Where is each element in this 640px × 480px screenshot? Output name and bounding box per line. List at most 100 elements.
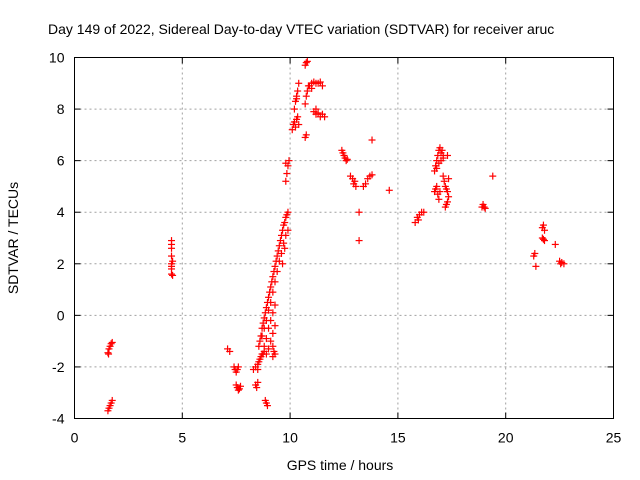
x-tick-label: 5	[178, 430, 186, 446]
data-point	[269, 342, 277, 350]
data-point	[355, 237, 363, 245]
data-point	[169, 271, 177, 279]
data-point	[283, 170, 291, 178]
y-tick-label: 2	[57, 256, 65, 272]
data-point	[481, 204, 489, 212]
data-point	[273, 268, 281, 276]
data-point	[414, 216, 422, 224]
data-point	[362, 180, 370, 188]
data-point	[282, 177, 290, 185]
data-point	[489, 172, 497, 180]
data-point	[281, 244, 289, 252]
data-point	[539, 235, 547, 243]
data-point	[308, 84, 316, 92]
data-point	[443, 198, 451, 206]
data-point	[282, 159, 290, 167]
x-tick-label: 10	[282, 430, 298, 446]
data-point	[271, 322, 279, 330]
data-point	[420, 208, 428, 216]
data-point	[271, 301, 279, 309]
data-point	[267, 337, 275, 345]
data-point	[277, 249, 285, 257]
y-tick-label: 8	[57, 101, 65, 117]
data-point	[439, 154, 447, 162]
y-tick-label: 0	[57, 307, 65, 323]
data-point	[531, 249, 539, 257]
data-point	[253, 384, 261, 392]
data-point	[343, 155, 351, 163]
data-point	[256, 337, 264, 345]
data-point	[433, 182, 441, 190]
data-point	[258, 332, 266, 340]
data-point	[108, 338, 116, 346]
data-point	[263, 402, 271, 410]
x-tick-label: 20	[498, 430, 514, 446]
data-point	[273, 252, 281, 260]
data-point	[435, 195, 443, 203]
data-point	[284, 208, 292, 216]
data-point	[267, 317, 275, 325]
data-point	[318, 82, 326, 90]
data-point	[282, 231, 290, 239]
data-point	[168, 244, 176, 252]
data-point	[262, 350, 270, 358]
axis-ticks: 0 5 10 15 20 25 -4 -2 0 2 4 6 8 10	[49, 50, 622, 446]
data-point	[254, 378, 262, 386]
data-point	[302, 92, 310, 100]
data-point	[104, 349, 112, 357]
data-point	[302, 59, 310, 67]
data-point	[269, 353, 277, 361]
x-axis-title: GPS time / hours	[287, 457, 394, 473]
y-tick-label: -2	[52, 359, 65, 375]
data-point	[314, 109, 322, 117]
data-point	[355, 208, 363, 216]
data-point	[107, 340, 115, 348]
data-point	[265, 324, 273, 332]
data-point	[541, 226, 549, 234]
data-point	[294, 87, 302, 95]
data-point	[480, 203, 488, 211]
y-axis-title: SDTVAR / TECUs	[5, 182, 21, 294]
data-point	[269, 273, 277, 281]
data-point	[541, 237, 549, 245]
grid-lines	[74, 57, 614, 419]
data-point	[316, 78, 324, 86]
data-point	[385, 186, 393, 194]
data-point	[290, 105, 298, 113]
data-point	[275, 242, 283, 250]
data-point	[445, 193, 453, 201]
data-point	[560, 260, 568, 268]
data-point	[301, 100, 309, 108]
data-point	[265, 345, 273, 353]
data-point	[368, 171, 376, 179]
data-point	[350, 180, 358, 188]
data-point	[226, 347, 234, 355]
data-point	[269, 309, 277, 317]
data-point	[302, 131, 310, 139]
data-point	[105, 350, 113, 358]
data-point	[436, 188, 444, 196]
y-tick-label: 10	[49, 50, 65, 66]
data-point	[439, 172, 447, 180]
data-point	[279, 260, 287, 268]
plot-frame	[74, 57, 614, 419]
data-point	[295, 79, 303, 87]
data-point	[168, 270, 176, 278]
data-points	[104, 57, 568, 415]
data-point	[271, 262, 279, 270]
data-point	[267, 283, 275, 291]
data-point	[234, 386, 242, 394]
data-point	[532, 262, 540, 270]
data-point	[169, 257, 177, 265]
data-point	[433, 164, 441, 172]
data-point	[269, 329, 277, 337]
y-tick-label: 6	[57, 153, 65, 169]
data-point	[260, 342, 268, 350]
data-point	[342, 157, 350, 165]
data-point	[281, 219, 289, 227]
y-tick-label: -4	[52, 411, 65, 427]
x-tick-label: 15	[390, 430, 406, 446]
data-point	[108, 396, 116, 404]
data-point	[294, 113, 302, 121]
